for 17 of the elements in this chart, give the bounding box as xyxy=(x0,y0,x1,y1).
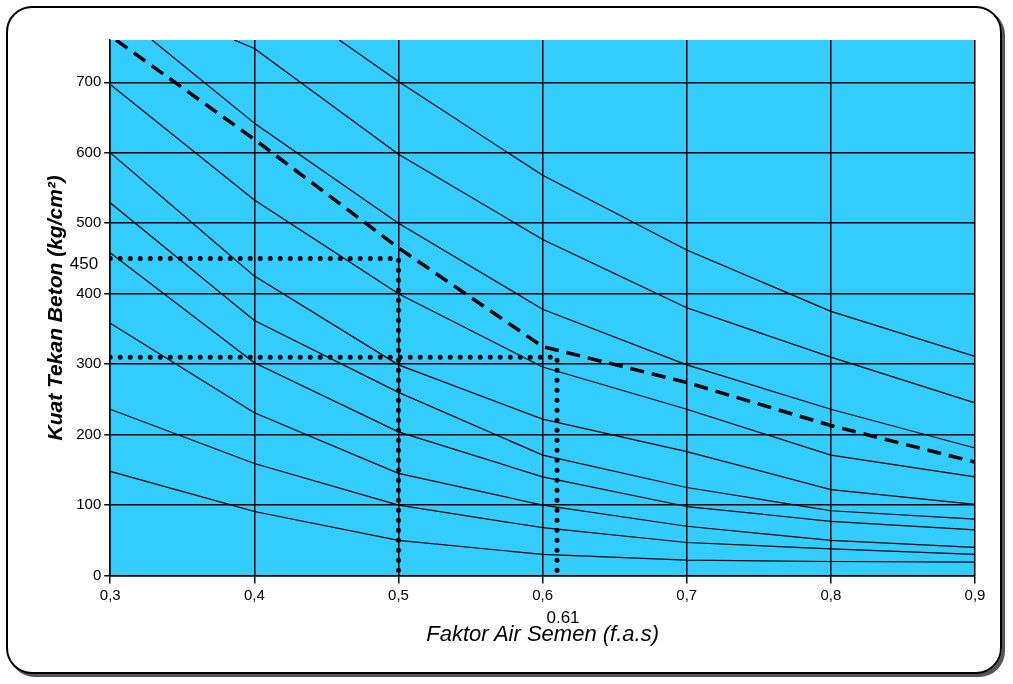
y-tick-label: 100 xyxy=(76,495,102,513)
x-tick-label: 0,9 xyxy=(964,585,986,603)
x-tick-label: 0,4 xyxy=(243,585,265,603)
annotation: 450 xyxy=(69,254,99,274)
x-tick-label: 0,5 xyxy=(388,585,409,603)
y-tick-label: 0 xyxy=(92,565,102,583)
y-tick-label: 400 xyxy=(76,283,102,301)
x-tick-label: 0,8 xyxy=(820,585,842,603)
x-tick-label: 0,6 xyxy=(532,585,554,603)
x-tick-label: 0,3 xyxy=(99,585,121,603)
y-axis-title: Kuat Tekan Beton (kg/cm²) xyxy=(43,175,67,441)
y-tick-label: 700 xyxy=(76,72,102,90)
y-tick-label: 500 xyxy=(76,213,102,231)
y-tick-label: 300 xyxy=(76,354,102,372)
y-tick-label: 200 xyxy=(76,424,102,442)
y-tick-label: 600 xyxy=(76,142,102,160)
x-tick-label: 0,7 xyxy=(676,585,698,603)
